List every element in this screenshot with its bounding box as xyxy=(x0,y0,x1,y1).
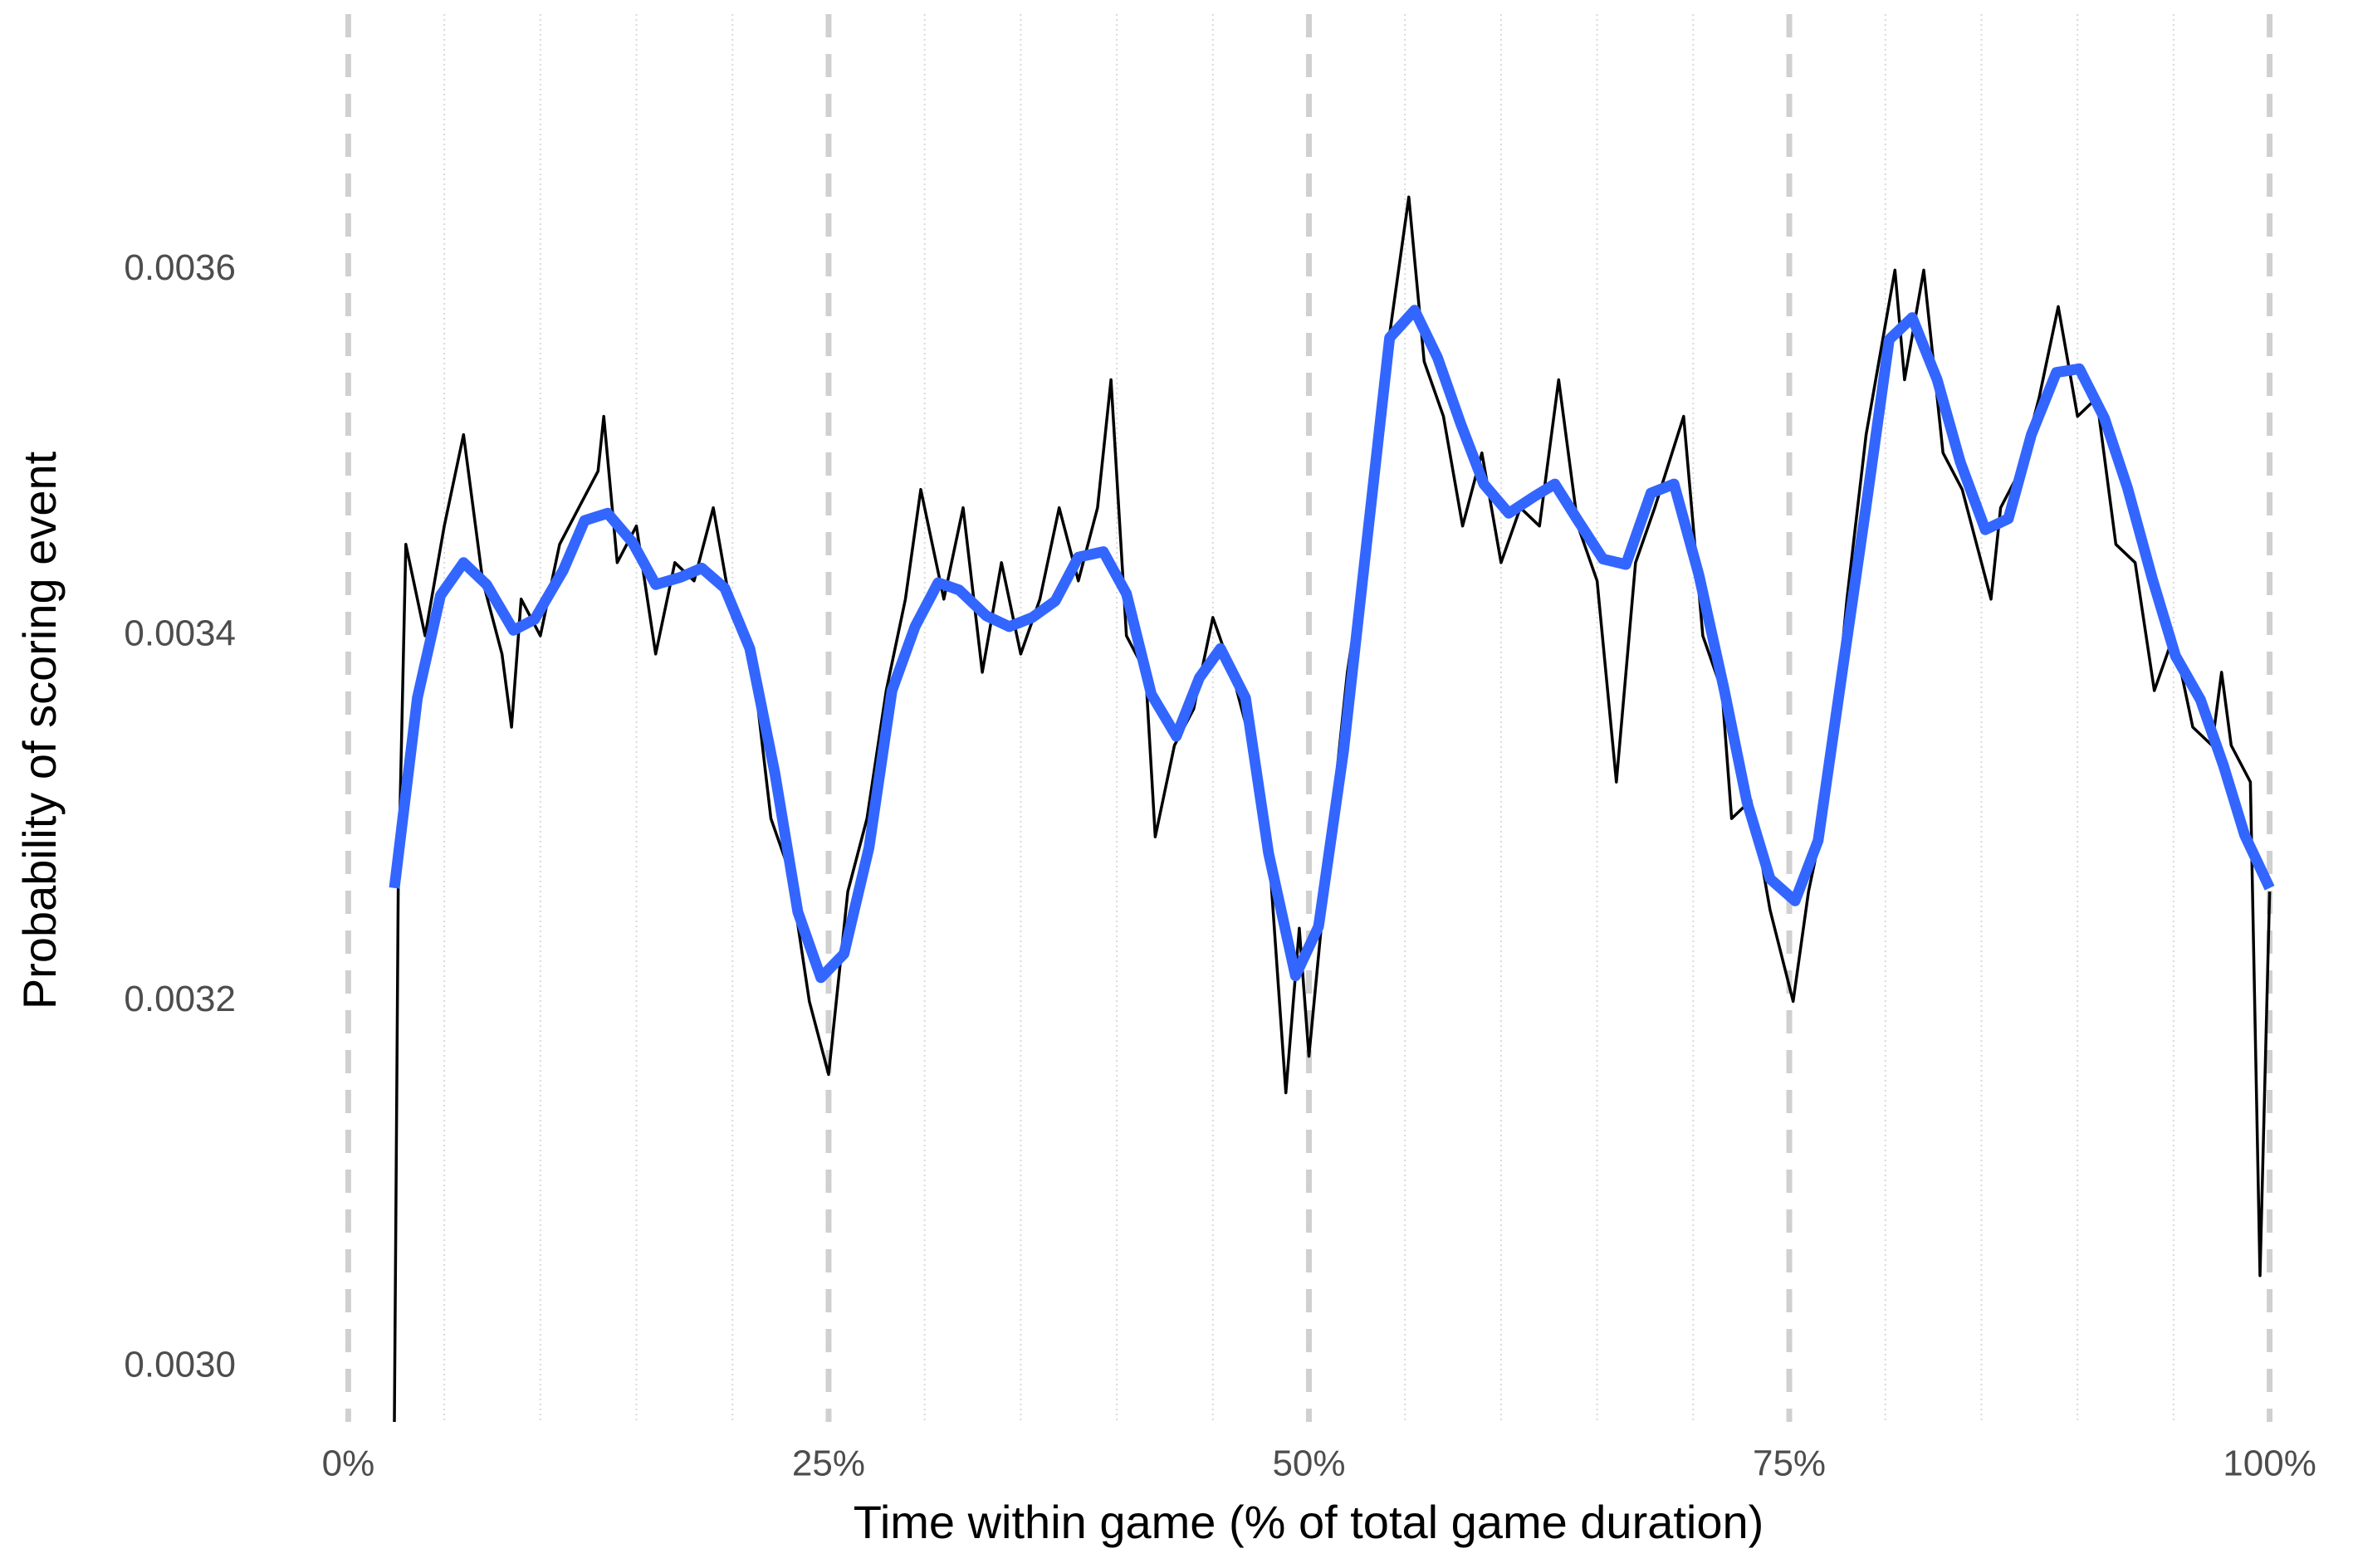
x-tick-label: 25% xyxy=(792,1443,865,1484)
grid xyxy=(345,14,2273,1422)
y-tick-label: 0.0032 xyxy=(124,979,236,1019)
x-tick-label: 0% xyxy=(322,1443,375,1484)
x-axis-title: Time within game (% of total game durati… xyxy=(854,1496,1764,1548)
x-tick-label: 100% xyxy=(2223,1443,2316,1484)
y-tick-label: 0.0030 xyxy=(124,1345,236,1385)
line xyxy=(389,305,2275,984)
x-tick-label: 75% xyxy=(1753,1443,1826,1484)
y-tick-label: 0.0036 xyxy=(124,247,236,288)
y-axis-title: Probability of scoring event xyxy=(13,451,66,1009)
plot xyxy=(389,195,2275,1422)
y-tick-label: 0.0034 xyxy=(124,613,236,654)
x-tick-label: 50% xyxy=(1272,1443,1345,1484)
